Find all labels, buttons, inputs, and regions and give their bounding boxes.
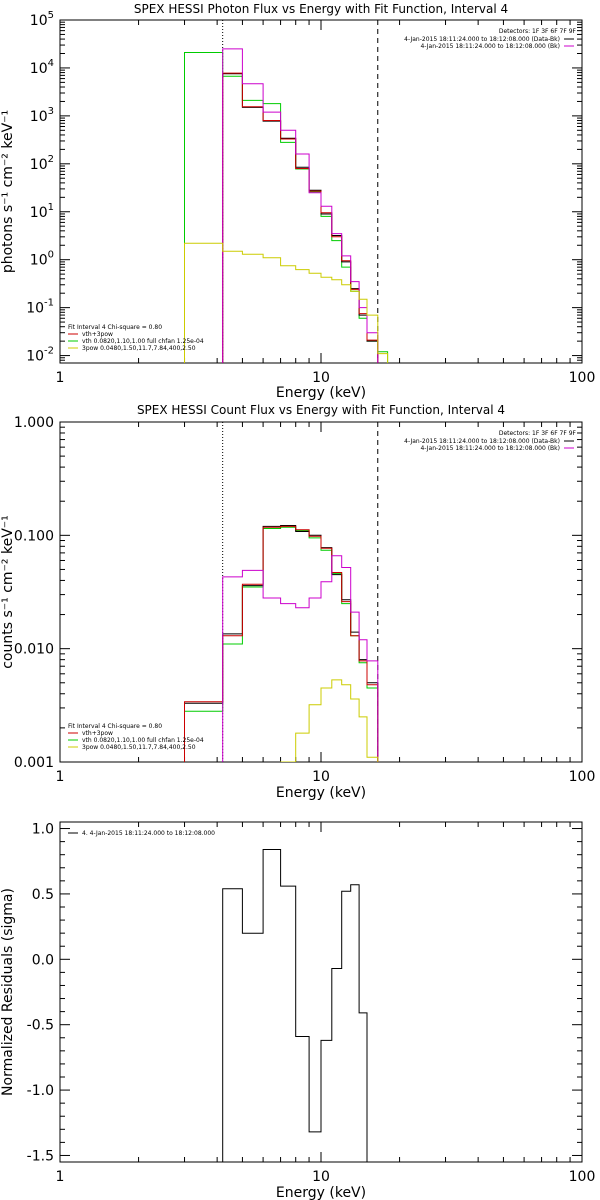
count-flux-panel: SPEX HESSI Count Flux vs Energy with Fit… [0,403,595,801]
x-tick-label: 1 [56,769,65,785]
y-tick-label: 105 [30,10,54,29]
series-line-data_black [222,849,379,1162]
x-tick-label: 1 [56,1169,65,1185]
x-axis-label: Energy (keV) [276,1185,366,1200]
series-line-data_red [222,72,379,363]
y-axis-label: photons s⁻¹ cm⁻² keV⁻¹ [0,110,16,273]
y-tick-label: 10-2 [26,346,54,365]
y-tick-label: 103 [30,106,54,125]
series-line-data_black [222,73,379,363]
y-axis-label: counts s⁻¹ cm⁻² keV⁻¹ [0,515,16,669]
legend-entry-left: vth+3pow [82,331,113,338]
legend-entry-right: 4-Jan-2015 18:11:24.000 to 18:12:08.000 … [420,445,560,452]
x-axis-label: Energy (keV) [276,785,366,801]
series-line-comp_yellow [184,242,389,363]
residuals-panel: 1 10 100 Energy (keV) -1.5 -1.0 -0.5 0.0 0.5 1.0 N… [0,821,596,1200]
series-line-model_green [184,526,379,762]
y-tick-label: 0.001 [14,755,54,771]
y-tick-label: 0.5 [32,887,54,903]
y-tick-label: -1.0 [27,1083,54,1099]
x-tick-label: 1 [56,370,65,386]
y-tick-label: 100 [30,250,54,269]
x-tick-label: 10 [312,769,330,785]
y-tick-label: 101 [30,202,54,221]
series-group [184,525,379,762]
series-line-model_green [184,52,389,363]
y-tick-label: 104 [30,58,54,77]
series-line-data_red [184,525,379,762]
x-axis-label: Energy (keV) [276,385,366,401]
series-group [222,849,379,1162]
series-line-bk_magenta [222,48,379,363]
legend-entry-left: vth 0.0820,1.10,1.00 full chfan 1.25e-04 [82,737,204,744]
legend-entry-right: 4-Jan-2015 18:11:24.000 to 18:12:08.000 … [420,43,560,50]
legend-entry-left: 4. 4-Jan-2015 18:11:24.000 to 18:12:08.0… [82,830,215,837]
legend-entry-left: vth+3pow [82,730,113,737]
y-tick-label: 102 [30,154,54,173]
series-group [184,48,389,363]
chart-title: SPEX HESSI Photon Flux vs Energy with Fi… [134,2,508,16]
y-tick-label: 0.0 [32,952,54,968]
chart-title: SPEX HESSI Count Flux vs Energy with Fit… [137,403,505,417]
y-tick-label: 10-1 [26,298,54,317]
legend-entry-right: 4-Jan-2015 18:11:24.000 to 18:12:08.000 … [404,438,560,445]
legend-entry-left: 3pow 0.0480,1.50,11.7,7.84,400,2.50 [82,744,196,751]
legend-entry-left: vth 0.0820,1.10,1.00 full chfan 1.25e-04 [82,338,204,345]
series-line-data_black [184,525,379,762]
y-tick-label: 1.0 [32,822,54,838]
x-tick-label: 10 [312,370,330,386]
series-line-comp_yellow [280,679,379,762]
y-tick-label: 1.000 [14,415,54,431]
y-tick-label: -0.5 [27,1018,54,1034]
x-tick-label: 100 [569,769,596,785]
y-axis-label: Normalized Residuals (sigma) [0,888,16,1096]
x-tick-label: 100 [569,370,596,386]
photon-flux-panel: SPEX HESSI Photon Flux vs Energy with Fi… [0,2,595,401]
legend-detectors: Detectors: 1F 3F 6F 7F 9F [499,430,577,437]
legend-fit-header: Fit Interval 4 Chi-square = 0.80 [68,324,162,331]
y-tick-label: 0.010 [14,642,54,658]
legend-fit-header: Fit Interval 4 Chi-square = 0.80 [68,723,162,730]
x-tick-label: 10 [312,1169,330,1185]
legend-entry-left: 3pow 0.0480,1.50,11.7,7.84,400,2.50 [82,345,196,352]
x-tick-label: 100 [569,1169,596,1185]
y-tick-label: -1.5 [27,1148,54,1164]
legend-detectors: Detectors: 1F 3F 6F 7F 9F [499,28,577,35]
legend-entry-right: 4-Jan-2015 18:11:24.000 to 18:12:08.000 … [404,36,560,43]
y-tick-label: 0.100 [14,528,54,544]
series-line-bk_magenta [222,555,379,762]
